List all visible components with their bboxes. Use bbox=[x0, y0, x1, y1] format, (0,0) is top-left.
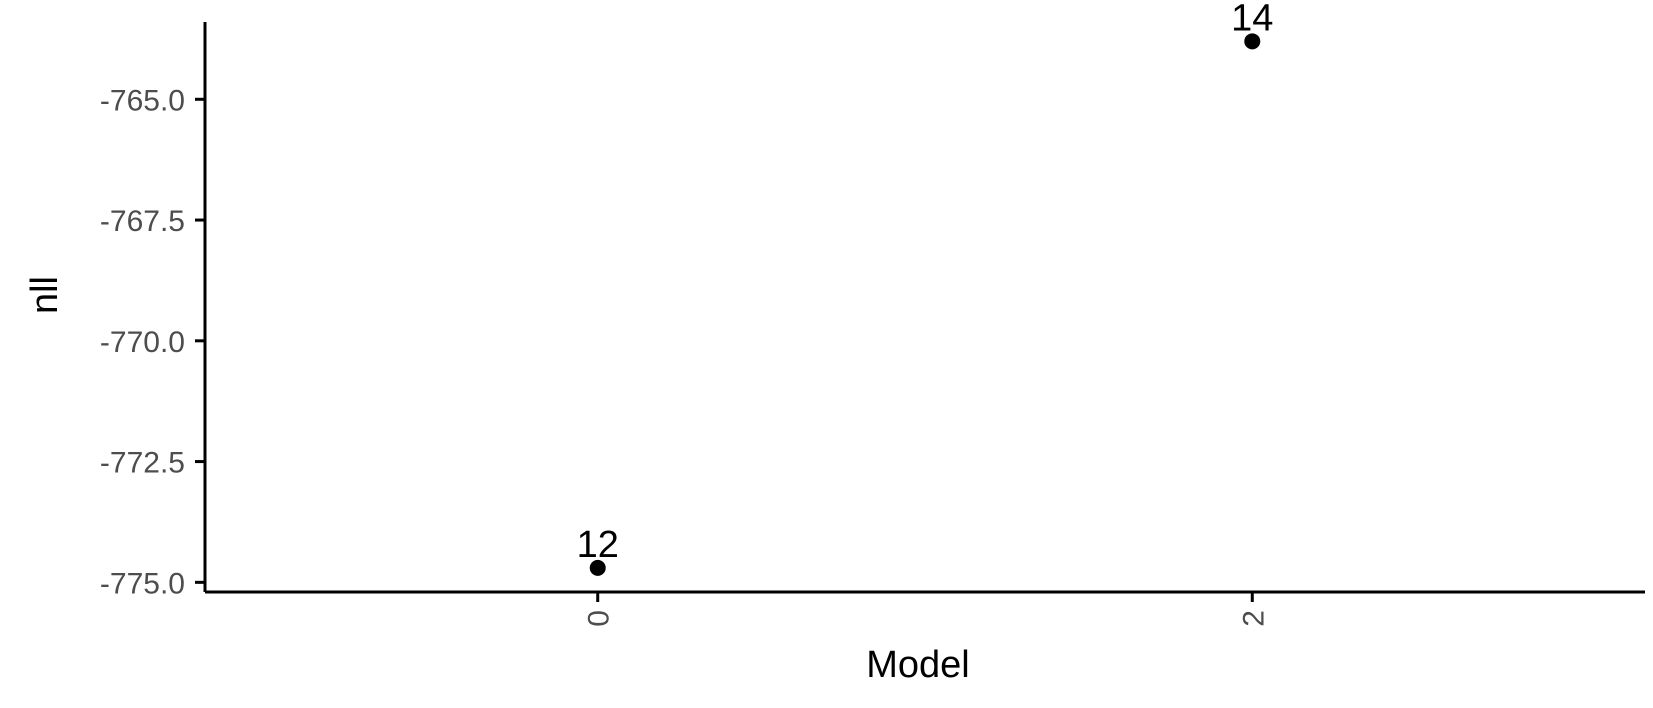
y-tick-label: -775.0 bbox=[100, 567, 185, 600]
y-tick-label: -765.0 bbox=[100, 84, 185, 117]
data-point bbox=[1244, 33, 1261, 50]
y-axis: -775.0 -772.5 -770.0 -767.5 -765.0 bbox=[100, 22, 207, 600]
x-axis-title: Model bbox=[866, 644, 970, 686]
y-tick-label: -767.5 bbox=[100, 205, 185, 238]
data-label: 14 bbox=[1231, 0, 1273, 39]
data-points: 12 14 bbox=[577, 0, 1273, 576]
y-tick-label: -772.5 bbox=[100, 447, 185, 480]
y-tick-label: -770.0 bbox=[100, 326, 185, 359]
data-label: 12 bbox=[577, 524, 619, 566]
data-point bbox=[589, 559, 606, 576]
x-tick-label: 0 bbox=[583, 610, 616, 627]
y-axis-title: nll bbox=[24, 276, 66, 314]
x-tick-label: 2 bbox=[1237, 610, 1270, 627]
